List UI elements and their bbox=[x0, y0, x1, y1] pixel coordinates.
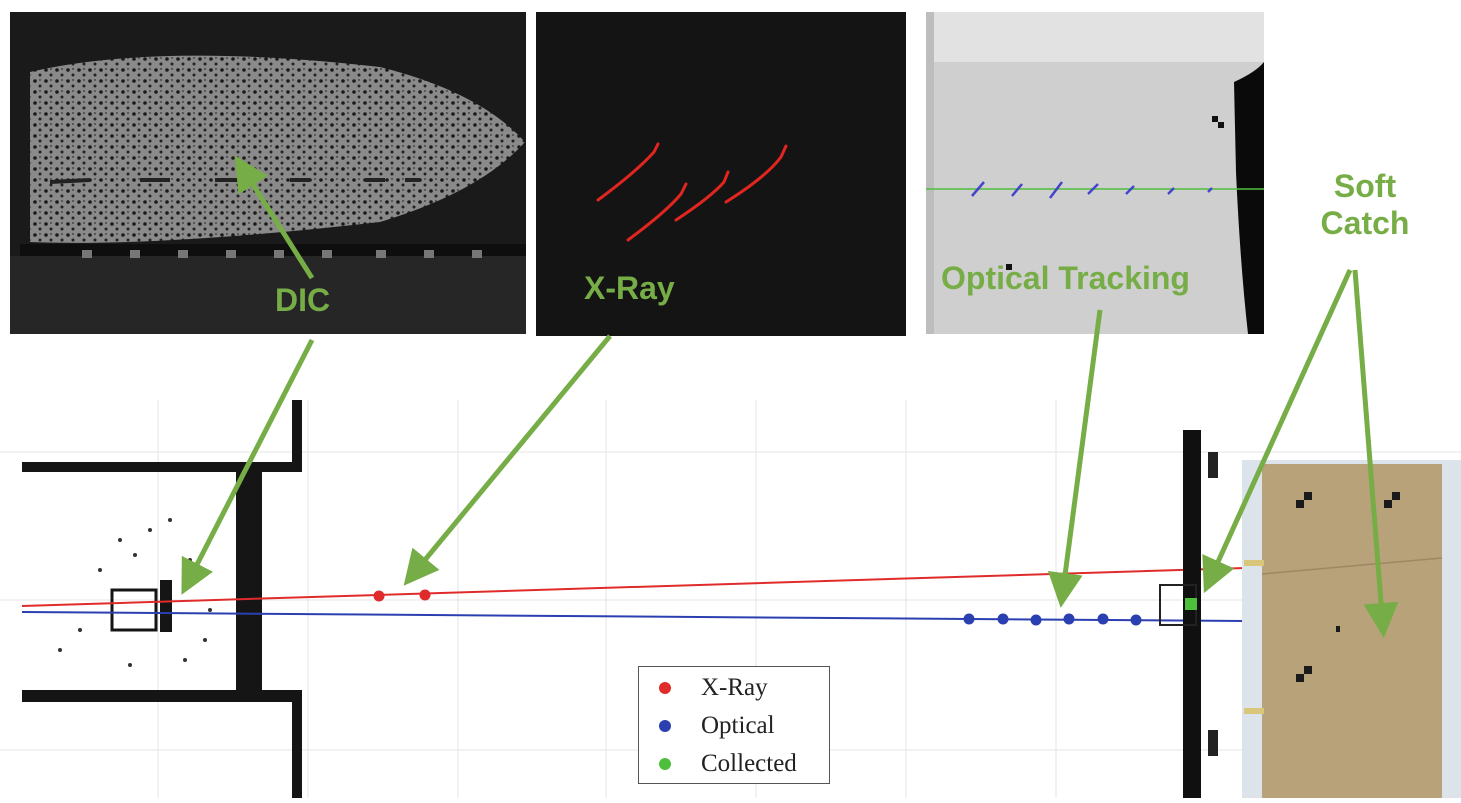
optical-tracking-label: Optical Tracking bbox=[941, 260, 1190, 296]
legend-item-collected: Collected bbox=[659, 745, 797, 783]
xray-image bbox=[536, 12, 906, 336]
dic-speckle-image bbox=[10, 12, 526, 334]
soft-catch-label-line1: Soft bbox=[1333, 168, 1397, 204]
xray-point bbox=[373, 590, 385, 602]
xray-dot-icon bbox=[659, 682, 671, 694]
collected-dot-icon bbox=[659, 758, 671, 770]
legend-item-xray: X-Ray bbox=[659, 669, 768, 707]
optical-point bbox=[1030, 614, 1042, 626]
xray-point bbox=[419, 589, 431, 601]
legend: X-Ray Optical Collected bbox=[638, 666, 830, 784]
legend-label: Collected bbox=[701, 750, 797, 777]
xray-image-panel bbox=[536, 12, 906, 336]
optical-image-panel bbox=[926, 12, 1264, 334]
legend-label: X-Ray bbox=[701, 674, 768, 701]
dic-image-panel bbox=[10, 12, 526, 334]
soft-catch-label: Soft Catch bbox=[1300, 168, 1430, 242]
optical-point bbox=[1130, 614, 1142, 626]
legend-item-optical: Optical bbox=[659, 707, 775, 745]
soft-catch-label-line2: Catch bbox=[1320, 204, 1410, 241]
legend-label: Optical bbox=[701, 712, 775, 739]
optical-point bbox=[1097, 613, 1109, 625]
optical-dot-icon bbox=[659, 720, 671, 732]
optical-point bbox=[997, 613, 1009, 625]
optical-point bbox=[963, 613, 975, 625]
optical-point bbox=[1063, 613, 1075, 625]
xray-label: X-Ray bbox=[584, 270, 675, 306]
dic-label: DIC bbox=[275, 282, 331, 318]
